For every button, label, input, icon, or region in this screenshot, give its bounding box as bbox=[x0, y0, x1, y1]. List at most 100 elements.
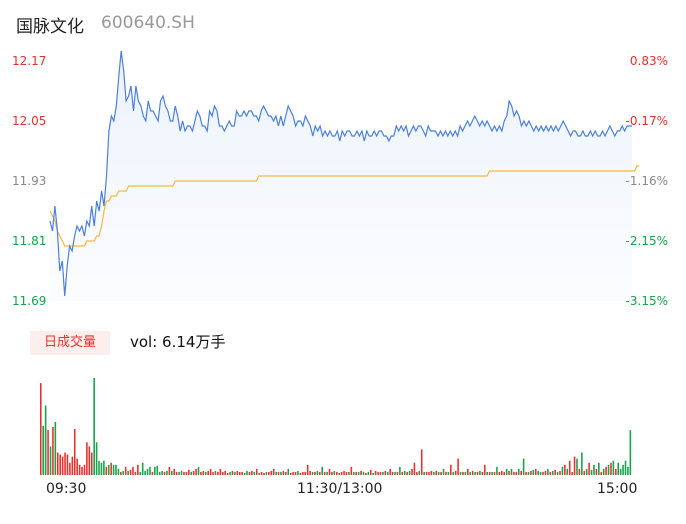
volume-bar bbox=[413, 462, 416, 475]
volume-bar bbox=[214, 470, 217, 475]
volume-bar bbox=[568, 460, 571, 475]
volume-bar bbox=[377, 471, 379, 475]
volume-bar bbox=[100, 462, 103, 475]
volume-bar bbox=[86, 442, 88, 475]
volume-bar bbox=[306, 464, 309, 475]
volume-bar bbox=[464, 471, 467, 475]
volume-bar bbox=[554, 469, 556, 475]
volume-bar bbox=[442, 468, 445, 475]
volume-bar bbox=[292, 471, 294, 475]
volume-bar bbox=[115, 464, 117, 475]
volume-bar bbox=[401, 471, 404, 475]
volume-bar bbox=[530, 470, 532, 475]
volume-tab[interactable]: 日成交量 bbox=[30, 331, 110, 355]
volume-bar bbox=[544, 470, 547, 475]
volume-bar bbox=[348, 471, 350, 475]
volume-bar bbox=[430, 470, 433, 475]
volume-bar bbox=[340, 471, 343, 475]
volume-bar bbox=[450, 464, 452, 475]
volume-bar bbox=[321, 466, 324, 475]
volume-bar bbox=[433, 471, 435, 475]
volume-bar bbox=[452, 471, 455, 475]
volume-bar bbox=[515, 471, 518, 475]
volume-bar bbox=[88, 446, 91, 475]
volume-bar bbox=[188, 469, 190, 475]
pct-tick-min: -3.15% bbox=[625, 294, 668, 308]
volume-bar bbox=[314, 471, 316, 475]
volume-bar bbox=[149, 466, 151, 475]
volume-bar bbox=[270, 470, 273, 475]
volume-label: vol: 6.14万手 bbox=[130, 333, 226, 351]
volume-bar bbox=[103, 460, 105, 475]
volume-bar bbox=[110, 462, 112, 475]
volume-bar bbox=[527, 471, 530, 475]
volume-bar bbox=[624, 460, 627, 475]
volume-bar bbox=[532, 469, 535, 475]
volume-bar bbox=[386, 471, 389, 475]
volume-bar bbox=[469, 471, 472, 475]
volume-bar bbox=[234, 471, 236, 475]
volume-bar bbox=[578, 468, 581, 475]
volume-bar bbox=[47, 430, 49, 475]
volume-bar bbox=[612, 460, 615, 475]
volume-bar bbox=[309, 470, 311, 475]
volume-bar bbox=[459, 471, 462, 475]
volume-bar bbox=[231, 470, 234, 475]
volume-bar bbox=[605, 466, 607, 475]
volume-bar bbox=[627, 466, 629, 475]
volume-bar bbox=[61, 456, 64, 475]
volume-bar bbox=[120, 471, 122, 475]
volume-bar bbox=[151, 471, 154, 475]
volume-bar bbox=[585, 468, 588, 475]
volume-bar bbox=[534, 468, 537, 475]
volume-bar bbox=[394, 471, 396, 475]
volume-bar bbox=[503, 471, 505, 475]
volume-bar bbox=[76, 458, 78, 475]
volume-bar bbox=[289, 472, 292, 475]
volume-bar bbox=[52, 427, 54, 475]
volume-bar bbox=[173, 468, 176, 475]
volume-bar bbox=[260, 471, 263, 475]
volume-bar bbox=[275, 471, 277, 475]
volume-bar bbox=[236, 470, 239, 475]
volume-bar bbox=[73, 429, 76, 475]
volume-bar bbox=[217, 471, 219, 475]
volume-bar bbox=[98, 460, 100, 475]
volume-bar bbox=[559, 470, 561, 475]
volume-bar bbox=[323, 471, 326, 475]
volume-bar bbox=[583, 470, 586, 475]
volume-bar bbox=[372, 472, 374, 475]
volume-bar bbox=[508, 470, 510, 475]
volume-bar bbox=[462, 471, 464, 475]
volume-bar bbox=[435, 470, 438, 475]
volume-bar bbox=[500, 470, 503, 475]
volume-bar bbox=[154, 466, 156, 475]
volume-bar bbox=[209, 468, 212, 475]
volume-bar bbox=[90, 452, 93, 475]
volume-bar bbox=[166, 470, 168, 475]
volume-bar bbox=[197, 466, 200, 475]
volume-bar bbox=[255, 468, 258, 475]
volume-bar bbox=[124, 466, 127, 475]
volume-bar bbox=[42, 425, 45, 475]
volume-bar bbox=[282, 470, 285, 475]
volume-bar bbox=[488, 471, 491, 475]
volume-bar bbox=[542, 471, 544, 475]
volume-bar bbox=[66, 454, 69, 475]
volume-bar bbox=[319, 471, 321, 475]
time-tick-midday: 11:30/13:00 bbox=[297, 481, 383, 497]
volume-bar bbox=[238, 471, 241, 475]
volume-bar bbox=[411, 468, 413, 475]
price-tick-mid: 11.93 bbox=[12, 174, 47, 188]
volume-bar bbox=[367, 471, 370, 475]
volume-bar bbox=[374, 470, 377, 475]
volume-bar bbox=[425, 471, 428, 475]
volume-bar bbox=[352, 471, 355, 475]
volume-bar bbox=[144, 470, 146, 475]
volume-bar bbox=[311, 471, 314, 475]
volume-bar bbox=[44, 405, 47, 475]
volume-bar bbox=[517, 468, 520, 475]
volume-bar bbox=[221, 471, 224, 475]
volume-bar bbox=[316, 470, 319, 475]
